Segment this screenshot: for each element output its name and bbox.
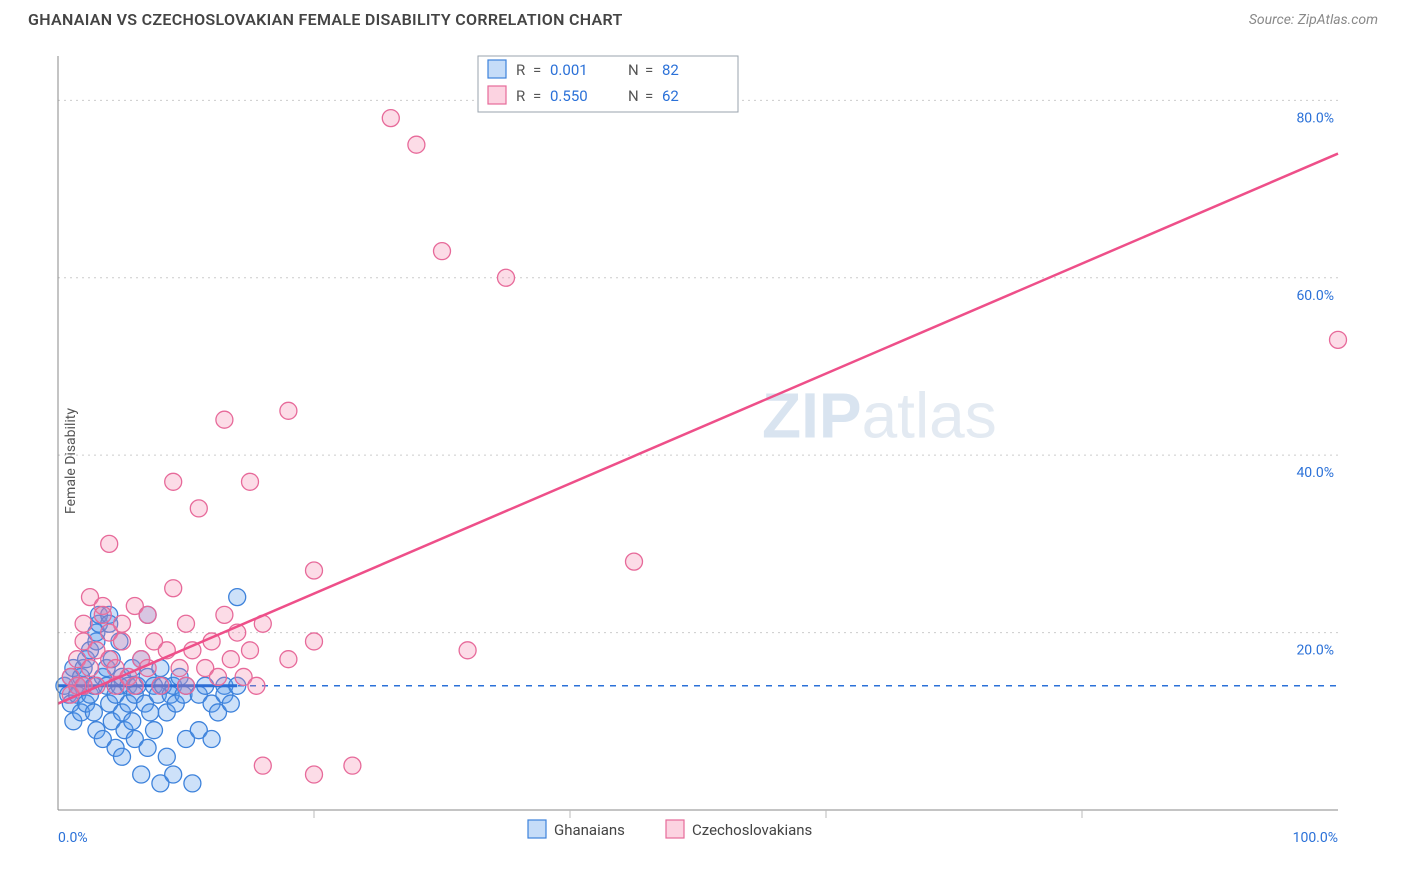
data-point [82,660,99,677]
data-point [306,766,323,783]
legend-swatch [666,820,684,838]
data-point [152,677,169,694]
stat-label: N [628,61,639,79]
stat-label: N [628,87,639,105]
data-point [229,589,246,606]
data-point [210,668,227,685]
data-point [142,704,159,721]
stat-n-value: 62 [662,87,679,105]
data-point [178,615,195,632]
scatter-chart: 20.0% 40.0% 60.0% 80.0% ZIPatlas 0.0% 100.0% R =… [28,50,1378,870]
data-point [75,615,92,632]
y-tick-label: 60.0% [1296,288,1334,304]
stat-eq: = [533,61,541,79]
data-point [242,642,259,659]
data-point [222,651,239,668]
stat-eq: = [645,61,653,79]
data-point [133,766,150,783]
y-tick-label: 20.0% [1296,643,1334,659]
data-point [434,243,451,260]
legend-label: Ghanaians [554,821,625,839]
data-point [114,633,131,650]
data-point [101,535,118,552]
chart-area: Female Disability 20.0% 40.0% 60.0% 80.0% ZI… [28,50,1378,872]
data-point [178,677,195,694]
data-point [459,642,476,659]
data-point [126,677,143,694]
data-point [1330,331,1347,348]
data-point [626,553,643,570]
data-point [124,713,141,730]
data-point [498,269,515,286]
data-point [344,757,361,774]
data-point [216,411,233,428]
data-point [158,748,175,765]
data-point [280,402,297,419]
data-point [165,580,182,597]
data-point [85,704,102,721]
data-point [190,500,207,517]
x-tick-label: 100.0% [1293,830,1338,846]
y-axis-label: Female Disability [63,408,79,514]
data-point [146,722,163,739]
data-point [94,606,111,623]
data-point [165,473,182,490]
legend-swatch [528,820,546,838]
data-point [139,606,156,623]
stat-label: R [516,61,525,79]
y-tick-label: 40.0% [1296,465,1334,481]
stat-n-value: 82 [662,61,679,79]
data-point [248,677,265,694]
data-point [139,739,156,756]
data-point [216,606,233,623]
trend-line [58,154,1338,704]
data-point [222,695,239,712]
stat-r-value: 0.550 [550,87,588,105]
legend-swatch [488,60,506,78]
data-point [408,136,425,153]
data-point [114,615,131,632]
legend-label: Czechoslovakians [692,821,812,839]
data-point [306,633,323,650]
data-point [242,473,259,490]
legend-swatch [488,86,506,104]
data-point [184,775,201,792]
data-point [280,651,297,668]
chart-title: GHANAIAN VS CZECHOSLOVAKIAN FEMALE DISAB… [28,10,623,29]
data-point [203,731,220,748]
data-point [114,748,131,765]
data-point [382,110,399,127]
watermark: ZIPatlas [762,379,997,451]
stat-eq: = [533,87,541,105]
data-point [254,757,271,774]
data-point [165,766,182,783]
data-point [171,660,188,677]
data-point [306,562,323,579]
y-tick-label: 80.0% [1296,110,1334,126]
stat-eq: = [645,87,653,105]
x-tick-label: 0.0% [58,830,88,846]
source-attribution: Source: ZipAtlas.com [1249,12,1378,28]
stat-label: R [516,87,525,105]
stat-r-value: 0.001 [550,61,588,79]
